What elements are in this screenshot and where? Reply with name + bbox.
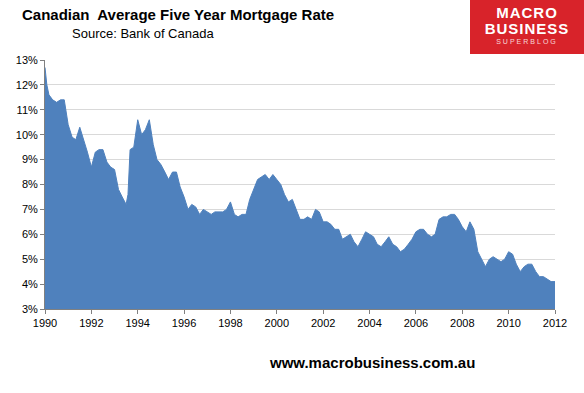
svg-text:8%: 8%: [22, 178, 38, 190]
svg-text:2012: 2012: [543, 317, 567, 329]
svg-text:11%: 11%: [17, 104, 38, 116]
svg-text:6%: 6%: [22, 228, 38, 240]
svg-text:9%: 9%: [22, 153, 38, 165]
html-text:Source: Bank of Canada: Source: Bank of Canada: [72, 26, 214, 41]
svg-text:12%: 12%: [16, 79, 38, 91]
svg-text:2004: 2004: [357, 317, 381, 329]
svg-text:2008: 2008: [450, 317, 474, 329]
svg-text:2000: 2000: [265, 317, 289, 329]
svg-text:3%: 3%: [22, 303, 38, 315]
html-text:www.macrobusiness.com.au: www.macrobusiness.com.au: [270, 354, 476, 371]
svg-text:2006: 2006: [404, 317, 428, 329]
svg-text:1998: 1998: [218, 317, 242, 329]
svg-text:1996: 1996: [172, 317, 196, 329]
svg-text:2002: 2002: [311, 317, 335, 329]
svg-text:13%: 13%: [16, 54, 38, 66]
html-text:BUSINESS: BUSINESS: [484, 20, 570, 37]
svg-text:10%: 10%: [16, 129, 38, 141]
html-text:SUPERBLOG: SUPERBLOG: [496, 38, 558, 45]
svg-text:1990: 1990: [33, 317, 57, 329]
svg-text:4%: 4%: [22, 278, 38, 290]
svg-text:7%: 7%: [22, 203, 38, 215]
html-text:Canadian Average Five Year Mor: Canadian Average Five Year Mortgage Rate: [22, 6, 335, 23]
svg-text:5%: 5%: [22, 253, 38, 265]
svg-text:1994: 1994: [125, 317, 149, 329]
html-text:MACRO: MACRO: [496, 4, 558, 21]
svg-text:1992: 1992: [79, 317, 103, 329]
svg-text:2010: 2010: [496, 317, 520, 329]
